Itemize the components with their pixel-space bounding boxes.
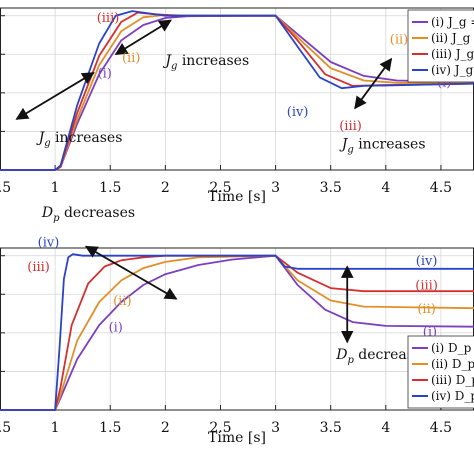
- legend-entry: (i) D_p =: [431, 341, 474, 355]
- x-tick-label: 1.5: [99, 180, 121, 196]
- x-tick-label: 3: [271, 180, 280, 196]
- series-line-4: [0, 10, 474, 171]
- curve-label: (iv): [136, 0, 158, 1]
- x-tick-label: 0.5: [0, 180, 11, 196]
- curve-label: (iv): [38, 235, 60, 250]
- x-tick-label: 2.5: [209, 180, 231, 196]
- annotation-text: Dp decreases: [41, 205, 135, 224]
- top-chart: 0.5 1 1.5 2 2.5 3 3.5 4 4.5 Time [s] Jg increases J…: [0, 0, 474, 205]
- x-axis-label: Time [s]: [208, 430, 266, 446]
- annotation-arrow: [84, 245, 178, 300]
- curve-label: (iii): [97, 11, 120, 26]
- x-tick-label: 3.5: [320, 420, 342, 436]
- curve-label: (iii): [27, 260, 50, 275]
- annotation-text: Jg increases: [339, 136, 426, 155]
- x-tick-label: 2.5: [209, 420, 231, 436]
- x-tick-label: 2: [161, 180, 170, 196]
- x-tick-label: 3.5: [320, 180, 342, 196]
- x-tick-label: 4.5: [430, 420, 452, 436]
- curve-label: (ii): [122, 51, 140, 66]
- x-tick-label: 1: [51, 180, 60, 196]
- x-axis-label: Time [s]: [208, 189, 266, 205]
- legend-entry: (iii) J_g =: [431, 47, 474, 61]
- curve-label: (ii): [113, 294, 131, 309]
- annotation-text: Jg increases: [36, 130, 123, 149]
- curve-label: (iv): [287, 105, 309, 120]
- curve-label: (i): [109, 320, 123, 335]
- x-tick-label: 1.5: [99, 420, 121, 436]
- x-tick-label: 2: [161, 420, 170, 436]
- legend-entry: (iv) J_g =: [431, 63, 474, 77]
- annotation-arrow: [354, 57, 393, 110]
- legend-entry: (i) J_g = 0: [431, 15, 474, 29]
- legend-entry: (iv) D_p =: [431, 389, 474, 403]
- curve-label: (ii): [390, 32, 408, 47]
- curve-label: (iii): [415, 279, 438, 294]
- legend-entry: (iii) D_p =: [431, 373, 474, 387]
- x-tick-label: 0.5: [0, 420, 11, 436]
- x-tick-label: 1: [51, 420, 60, 436]
- x-tick-label: 4: [381, 180, 390, 196]
- legend-entry: (ii) D_p =: [431, 357, 474, 371]
- annotation-arrow: [15, 72, 95, 120]
- annotation-arrow: [114, 19, 172, 56]
- x-tick-label: 3: [271, 420, 280, 436]
- x-tick-label: 4.5: [430, 180, 452, 196]
- series-line-1: [0, 254, 474, 411]
- legend-entry: (ii) J_g =: [431, 31, 474, 45]
- series-line-4: [0, 253, 474, 411]
- curve-label: (i): [98, 66, 112, 81]
- annotation-text: Jg increases: [162, 53, 249, 72]
- curve-label: (iii): [339, 119, 362, 134]
- curve-label: (ii): [417, 302, 435, 317]
- series-group: [0, 10, 474, 171]
- curve-label: (iv): [416, 254, 438, 269]
- series-group: [0, 253, 474, 411]
- x-tick-label: 4: [381, 420, 390, 436]
